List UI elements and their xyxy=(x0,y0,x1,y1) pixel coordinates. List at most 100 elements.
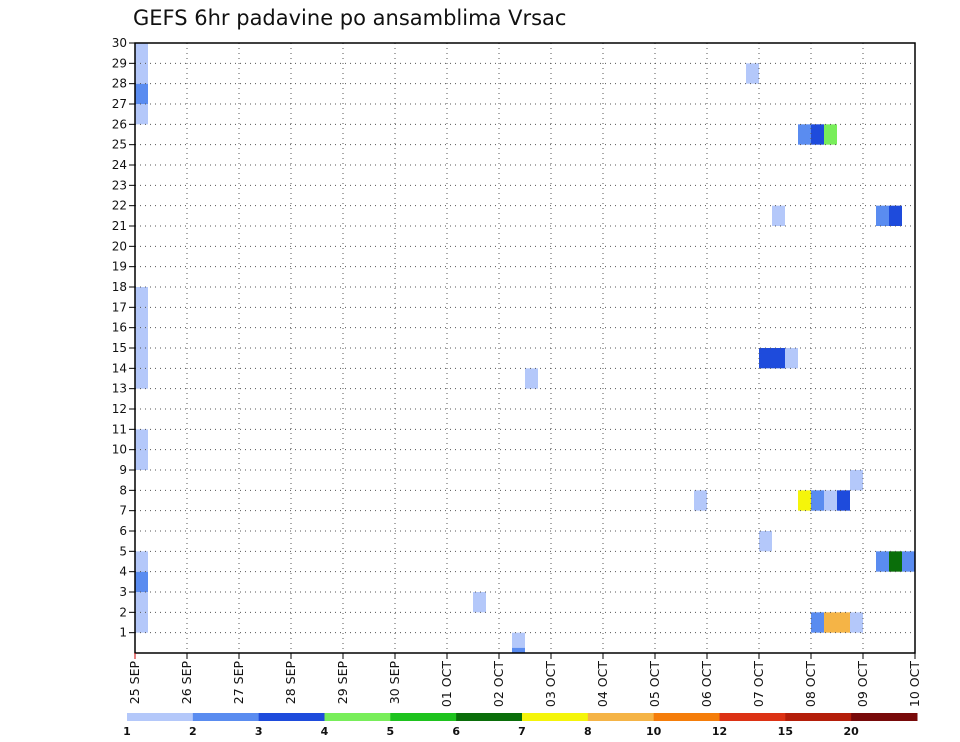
y-tick-label: 6 xyxy=(119,524,127,538)
heatmap-cell xyxy=(850,612,863,633)
y-tick-label: 25 xyxy=(112,138,127,152)
x-tick-label: 09 OCT xyxy=(855,661,870,707)
colorbar-swatch xyxy=(719,713,786,721)
x-tick-label: 27 SEP xyxy=(231,661,246,705)
heatmap-cell xyxy=(889,205,902,226)
colorbar-swatch xyxy=(324,713,391,721)
heatmap-cell xyxy=(876,551,889,572)
x-tick-label: 26 SEP xyxy=(179,661,194,705)
heatmap-cell xyxy=(135,104,148,125)
heatmap-cell xyxy=(798,490,811,511)
x-tick-label: 02 OCT xyxy=(491,661,506,707)
y-tick-label: 13 xyxy=(112,382,127,396)
heatmap-cell xyxy=(135,348,148,369)
x-tick-label: 06 OCT xyxy=(699,661,714,707)
y-tick-label: 10 xyxy=(112,443,127,457)
heatmap-cell xyxy=(512,647,525,653)
heatmap-cell xyxy=(824,612,837,633)
heatmap-cell xyxy=(811,490,824,511)
heatmap-cell xyxy=(135,449,148,470)
y-tick-label: 11 xyxy=(112,422,127,436)
colorbar-label: 12 xyxy=(712,725,727,738)
x-tick-label: 07 OCT xyxy=(751,661,766,707)
heatmap-cell xyxy=(135,83,148,104)
colorbar-label: 7 xyxy=(518,725,526,738)
colorbar-swatch xyxy=(653,713,720,721)
heatmap-cell xyxy=(135,368,148,389)
y-tick-label: 1 xyxy=(119,626,127,640)
colorbar-swatch xyxy=(127,713,194,721)
y-tick-label: 16 xyxy=(112,321,127,335)
heatmap-cell xyxy=(772,205,785,226)
heatmap-cell xyxy=(759,531,772,552)
x-tick-label: 29 SEP xyxy=(335,661,350,705)
colorbar-swatch xyxy=(192,713,260,721)
heatmap-cell xyxy=(876,205,889,226)
heatmap-cell xyxy=(811,612,824,633)
heatmap-cell xyxy=(772,348,785,369)
heatmap-cell xyxy=(889,551,902,572)
heatmap-cell xyxy=(135,571,148,592)
colorbar-label: 8 xyxy=(584,725,592,738)
x-axis: 25 SEP 26 SEP 27 SEP 28 SEP 29 SEP 30 SEP 01 O… xyxy=(127,653,922,707)
heatmap-cell xyxy=(824,124,837,145)
colorbar-swatch xyxy=(390,713,457,721)
heatmap-cell xyxy=(135,307,148,328)
heatmap-cell xyxy=(135,327,148,348)
x-tick-label: 10 OCT xyxy=(907,661,922,707)
heatmap-cell xyxy=(135,612,148,633)
heatmap-cell xyxy=(135,592,148,613)
heatmap-cell xyxy=(135,429,148,450)
x-tick-label: 25 SEP xyxy=(127,661,142,705)
heatmap-cell xyxy=(850,470,863,491)
heatmap-cell xyxy=(902,551,915,572)
y-tick-label: 29 xyxy=(112,56,127,70)
colorbar-label: 15 xyxy=(778,725,793,738)
y-tick-label: 28 xyxy=(112,77,127,91)
x-tick-label: 08 OCT xyxy=(803,661,818,707)
colorbar-swatch xyxy=(258,713,325,721)
heatmap-cell xyxy=(473,592,486,613)
y-tick-label: 15 xyxy=(112,341,127,355)
heatmap-cells xyxy=(135,43,915,653)
grid-lines xyxy=(135,42,915,653)
heatmap-cell xyxy=(785,348,798,369)
x-tick-label: 28 SEP xyxy=(283,661,298,705)
y-tick-label: 17 xyxy=(112,300,127,314)
colorbar: 1 2 3 4 5 6 7 8 10 12 15 20 xyxy=(123,713,918,738)
heatmap-cell xyxy=(694,490,707,511)
y-tick-label: 23 xyxy=(112,178,127,192)
heatmap-cell xyxy=(135,551,148,572)
y-tick-label: 18 xyxy=(112,280,127,294)
heatmap-cell xyxy=(759,348,772,369)
heatmap-cell xyxy=(798,124,811,145)
heatmap-cell xyxy=(135,63,148,84)
y-tick-label: 9 xyxy=(119,463,127,477)
x-tick-label: 30 SEP xyxy=(387,661,402,705)
y-tick-label: 4 xyxy=(119,565,127,579)
x-tick-label: 01 OCT xyxy=(439,661,454,707)
x-tick-label: 03 OCT xyxy=(543,661,558,707)
y-tick-label: 22 xyxy=(112,199,127,213)
colorbar-label: 3 xyxy=(255,725,263,738)
y-tick-label: 2 xyxy=(119,605,127,619)
y-tick-label: 3 xyxy=(119,585,127,599)
colorbar-swatch xyxy=(587,713,655,721)
colorbar-swatch xyxy=(522,713,589,721)
heatmap-cell xyxy=(525,368,538,389)
y-tick-label: 7 xyxy=(119,504,127,518)
colorbar-swatch xyxy=(851,713,918,721)
y-tick-label: 14 xyxy=(112,361,127,375)
y-axis: 1234567891011121314151617181920212223242… xyxy=(112,36,135,640)
x-tick-label: 04 OCT xyxy=(595,661,610,707)
y-tick-label: 26 xyxy=(112,117,127,131)
heatmap-cell xyxy=(837,612,850,633)
y-tick-label: 19 xyxy=(112,260,127,274)
heatmap-cell xyxy=(746,63,759,84)
y-tick-label: 27 xyxy=(112,97,127,111)
colorbar-label: 6 xyxy=(452,725,460,738)
y-tick-label: 24 xyxy=(112,158,127,172)
colorbar-label: 20 xyxy=(844,725,860,738)
colorbar-label: 10 xyxy=(646,725,662,738)
